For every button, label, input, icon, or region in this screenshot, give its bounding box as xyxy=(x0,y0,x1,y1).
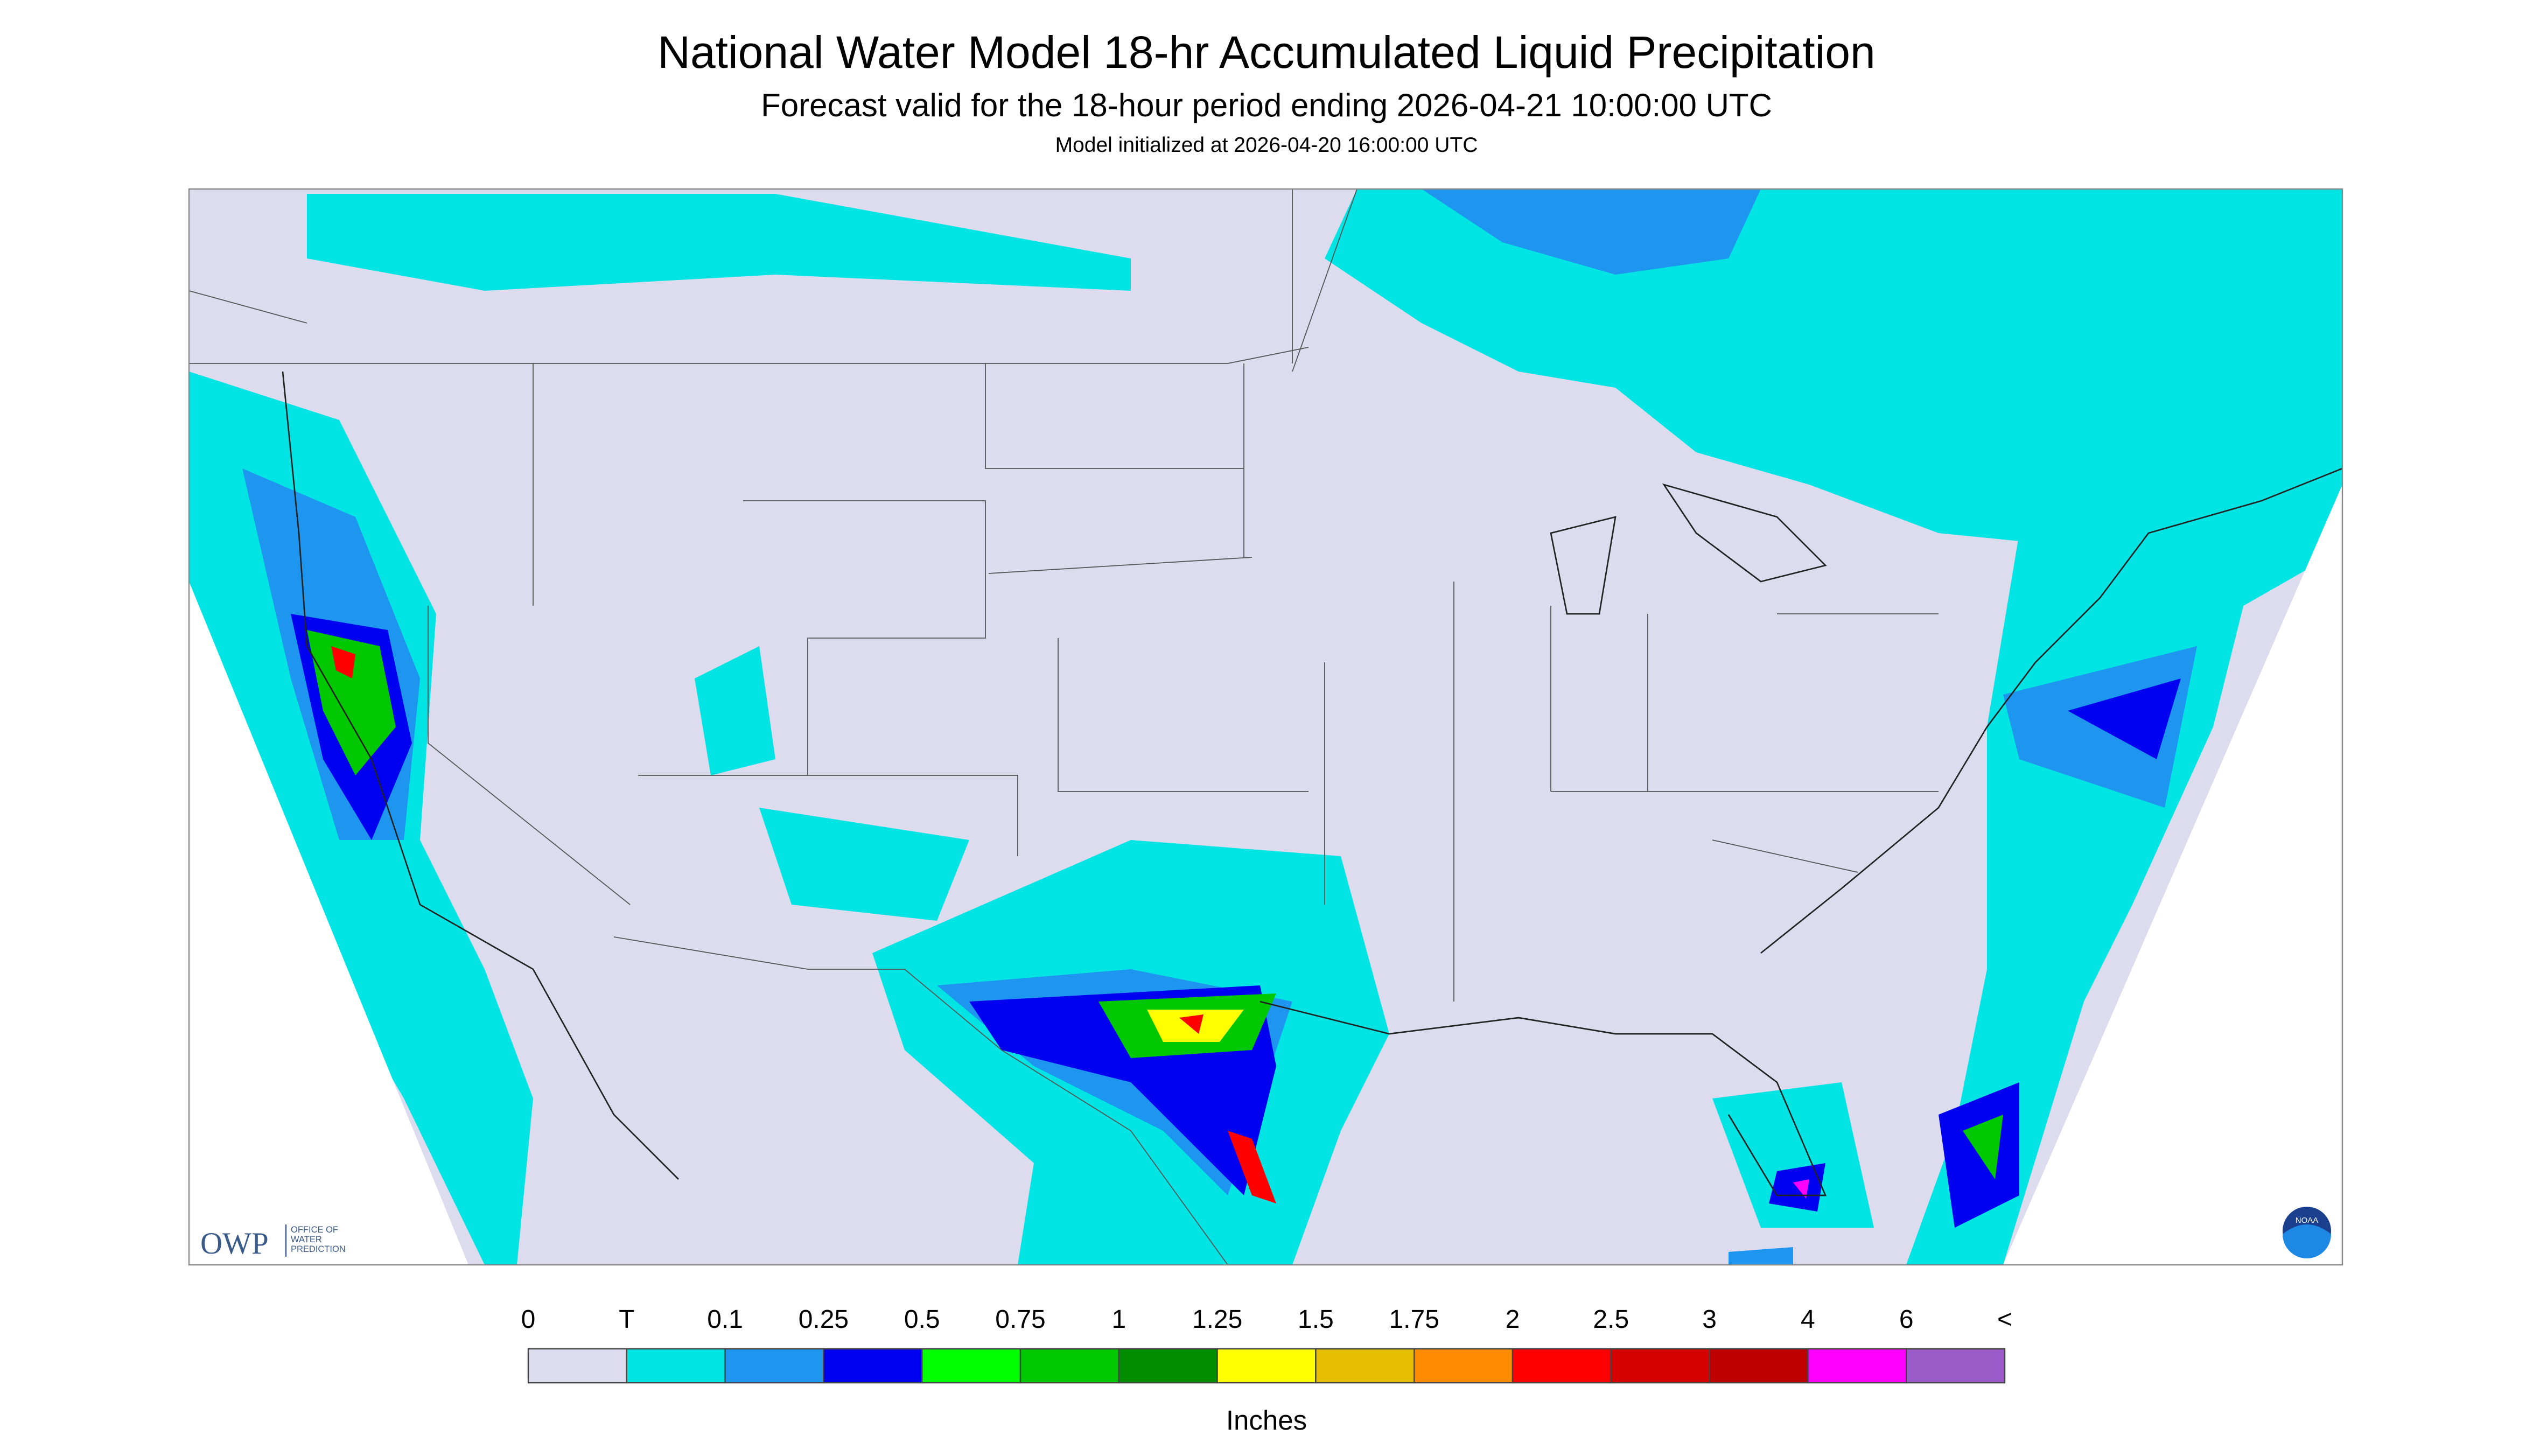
legend-swatch xyxy=(1807,1348,1907,1384)
legend-label: 1.25 xyxy=(1192,1305,1242,1334)
legend-label: 0 xyxy=(521,1305,536,1334)
legend-swatch xyxy=(1019,1348,1120,1384)
projection-edge xyxy=(2003,485,2342,1265)
legend-label: 1.75 xyxy=(1389,1305,1439,1334)
legend-label: 4 xyxy=(1801,1305,1815,1334)
init-note: Model initialized at 2026-04-20 16:00:00… xyxy=(1055,134,1478,157)
legend: 0 T 0.1 0.25 0.5 0.75 1 1.25 1.5 1.75 2 2.5 3 4 6 < xyxy=(521,1305,2012,1384)
legend-swatch xyxy=(1905,1348,2006,1384)
owp-logo: OWP OFFICE OF WATER PREDICTION xyxy=(200,1224,346,1261)
map-frame xyxy=(188,188,2343,1266)
legend-label: T xyxy=(619,1305,634,1334)
legend-swatch xyxy=(1414,1348,1514,1384)
owp-text: PREDICTION xyxy=(291,1244,346,1254)
legend-swatch xyxy=(1512,1348,1612,1384)
legend-label: < xyxy=(1997,1305,2012,1334)
legend-swatch xyxy=(1315,1348,1415,1384)
noaa-logo: NOAA xyxy=(2283,1207,2331,1259)
map: OWP OFFICE OF WATER PREDICTION NOAA xyxy=(188,188,2343,1266)
legend-swatch xyxy=(1610,1348,1710,1384)
legend-label: 2 xyxy=(1506,1305,1520,1334)
legend-label: 3 xyxy=(1702,1305,1717,1334)
legend-swatch xyxy=(823,1348,923,1384)
legend-swatch xyxy=(1216,1348,1317,1384)
legend-label: 1 xyxy=(1111,1305,1126,1334)
legend-swatch xyxy=(1118,1348,1218,1384)
title: National Water Model 18-hr Accumulated L… xyxy=(657,27,1875,78)
projection-edge xyxy=(189,189,468,1265)
legend-label: 2.5 xyxy=(1593,1305,1629,1334)
owp-text: OFFICE OF xyxy=(291,1225,338,1235)
legend-swatch xyxy=(1709,1348,1809,1384)
legend-label: 6 xyxy=(1899,1305,1914,1334)
legend-label: 0.75 xyxy=(995,1305,1045,1334)
legend-swatch xyxy=(527,1348,628,1384)
legend-unit: Inches xyxy=(1226,1405,1307,1436)
subtitle: Forecast valid for the 18-hour period en… xyxy=(761,87,1772,123)
borders xyxy=(189,189,2342,1265)
legend-label: 0.1 xyxy=(707,1305,743,1334)
legend-swatch xyxy=(626,1348,726,1384)
legend-swatch xyxy=(724,1348,824,1384)
legend-swatch xyxy=(921,1348,1021,1384)
owp-text: WATER xyxy=(291,1235,322,1244)
noaa-text: NOAA xyxy=(2296,1216,2319,1225)
precip-areas xyxy=(189,189,2342,1265)
legend-label: 0.5 xyxy=(904,1305,940,1334)
legend-label: 1.5 xyxy=(1298,1305,1334,1334)
owp-mark: OWP xyxy=(200,1227,269,1261)
legend-label: 0.25 xyxy=(799,1305,849,1334)
